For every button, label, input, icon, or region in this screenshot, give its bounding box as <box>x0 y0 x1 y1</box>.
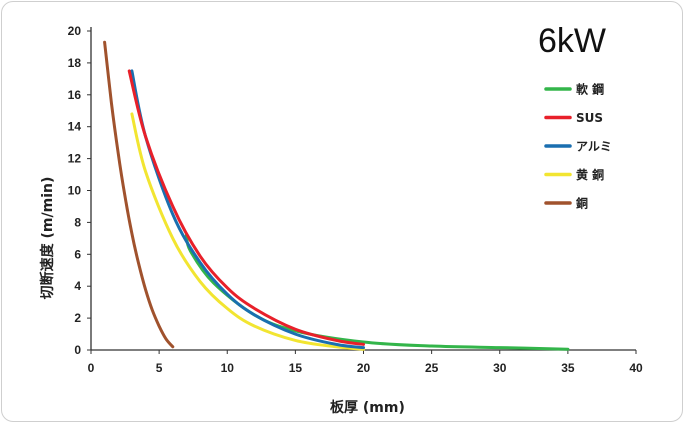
chart-axes <box>90 27 636 351</box>
series-line-3 <box>130 69 365 350</box>
series-line-1 <box>184 233 570 351</box>
series-line-2 <box>127 69 365 346</box>
y-tick-label: 18 <box>68 56 82 70</box>
series-lines <box>103 40 570 351</box>
legend-label: 黄 銅 <box>576 167 604 182</box>
legend-label: アルミ <box>576 140 612 154</box>
y-tick-labels: 0 2 4 6 8 10 12 14 16 18 20 <box>68 24 91 357</box>
x-tick-label: 15 <box>289 361 303 375</box>
x-tick-label: 35 <box>561 361 575 375</box>
y-tick-label: 16 <box>68 88 82 102</box>
series-line-5 <box>103 40 175 349</box>
y-tick-label: 0 <box>74 343 81 357</box>
y-tick-label: 8 <box>74 215 81 229</box>
y-tick-label: 2 <box>74 311 81 325</box>
y-tick-label: 4 <box>74 279 81 293</box>
x-tick-label: 5 <box>156 361 163 375</box>
y-tick-label: 12 <box>68 152 82 166</box>
x-tick-labels: 0 5 10 15 20 25 30 35 40 <box>88 350 643 375</box>
x-tick-label: 30 <box>493 361 507 375</box>
x-tick-label: 0 <box>88 361 95 375</box>
x-tick-label: 20 <box>357 361 371 375</box>
y-tick-label: 20 <box>68 24 82 38</box>
y-axis-title: 切断速度 (m/min) <box>39 177 56 300</box>
x-tick-label: 40 <box>629 361 643 375</box>
x-tick-label: 25 <box>425 361 439 375</box>
x-tick-label: 10 <box>221 361 235 375</box>
legend-label: 銅 <box>575 196 588 211</box>
series-line-4 <box>130 112 365 351</box>
legend-label: SUS <box>576 111 603 125</box>
chart-title: 6kW <box>538 22 606 60</box>
legend-label: 軟 鋼 <box>576 82 604 97</box>
y-tick-label: 6 <box>74 247 81 261</box>
y-tick-label: 10 <box>68 184 82 198</box>
x-axis-title: 板厚 (mm) <box>330 399 405 416</box>
y-tick-label: 14 <box>68 120 82 134</box>
